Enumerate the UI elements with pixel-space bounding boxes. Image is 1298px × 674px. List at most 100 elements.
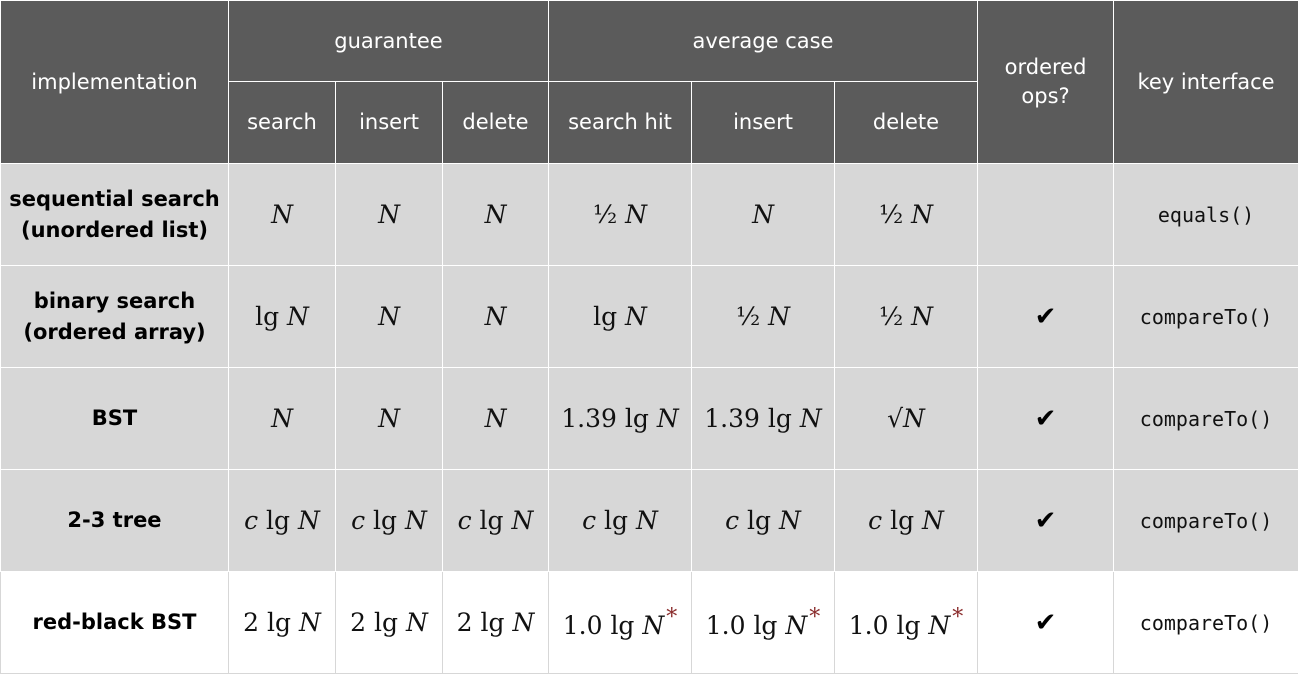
cost-guarantee-delete: N bbox=[443, 368, 549, 470]
cost-average-delete: c lg N bbox=[835, 470, 978, 572]
cost-guarantee-insert: N bbox=[336, 164, 443, 266]
coefficient: lg bbox=[593, 302, 625, 331]
header-implementation: implementation bbox=[1, 1, 229, 164]
implementation-name-line1: BST bbox=[1, 403, 228, 434]
n-symbol: N bbox=[485, 200, 507, 229]
coefficient: lg bbox=[365, 506, 405, 535]
coefficient: 1.39 lg bbox=[561, 404, 657, 433]
cost-average-delete: 1.0 lg N* bbox=[835, 572, 978, 674]
cost-average-insert: ½ N bbox=[692, 266, 835, 368]
key-interface-method: compareTo() bbox=[1114, 266, 1298, 368]
key-interface-method: compareTo() bbox=[1114, 470, 1298, 572]
cost-guarantee-search: N bbox=[229, 368, 336, 470]
constant-symbol: c bbox=[351, 506, 365, 535]
coefficient: 1.0 lg bbox=[706, 611, 786, 640]
n-symbol: N bbox=[271, 200, 293, 229]
n-symbol: N bbox=[768, 302, 790, 331]
n-symbol: N bbox=[378, 404, 400, 433]
header-key-interface: key interface bbox=[1114, 1, 1298, 164]
cost-guarantee-insert: N bbox=[336, 368, 443, 470]
coefficient: ½ bbox=[593, 200, 625, 229]
n-symbol: N bbox=[512, 506, 534, 535]
n-symbol: N bbox=[485, 302, 507, 331]
checkmark-icon bbox=[978, 164, 1114, 266]
n-symbol: N bbox=[911, 302, 933, 331]
coefficient: 2 lg bbox=[350, 608, 406, 637]
implementation-name-line1: 2-3 tree bbox=[1, 505, 228, 536]
n-symbol: N bbox=[378, 200, 400, 229]
implementation-name: sequential search(unordered list) bbox=[1, 164, 229, 266]
coefficient: 2 lg bbox=[457, 608, 513, 637]
n-symbol: N bbox=[642, 611, 664, 640]
coefficient: 1.0 lg bbox=[563, 611, 643, 640]
cost-average-insert: c lg N bbox=[692, 470, 835, 572]
cost-guarantee-search: N bbox=[229, 164, 336, 266]
n-symbol: N bbox=[625, 302, 647, 331]
coefficient: 1.39 lg bbox=[704, 404, 800, 433]
n-symbol: N bbox=[922, 506, 944, 535]
implementation-name-line2: (unordered list) bbox=[1, 215, 228, 246]
n-symbol: N bbox=[271, 404, 293, 433]
header-average-search-hit: search hit bbox=[549, 82, 692, 164]
constant-symbol: c bbox=[582, 506, 596, 535]
coefficient: √ bbox=[887, 404, 903, 433]
header-average-case: average case bbox=[549, 1, 978, 82]
cost-guarantee-delete: N bbox=[443, 164, 549, 266]
header-row-top: implementation guarantee average case or… bbox=[1, 1, 1298, 82]
n-symbol: N bbox=[928, 611, 950, 640]
checkmark-icon: ✔ bbox=[978, 266, 1114, 368]
asterisk-footnote-mark: * bbox=[952, 605, 963, 630]
n-symbol: N bbox=[779, 506, 801, 535]
coefficient: lg bbox=[472, 506, 512, 535]
header-guarantee-delete: delete bbox=[443, 82, 549, 164]
n-symbol: N bbox=[512, 608, 534, 637]
header-average-delete: delete bbox=[835, 82, 978, 164]
n-symbol: N bbox=[752, 200, 774, 229]
cost-average-insert: 1.39 lg N bbox=[692, 368, 835, 470]
checkmark-icon: ✔ bbox=[978, 368, 1114, 470]
cost-average-delete: √N bbox=[835, 368, 978, 470]
cost-average-search-hit: lg N bbox=[549, 266, 692, 368]
n-symbol: N bbox=[299, 608, 321, 637]
n-symbol: N bbox=[406, 608, 428, 637]
n-symbol: N bbox=[378, 302, 400, 331]
cost-average-search-hit: 1.0 lg N* bbox=[549, 572, 692, 674]
header-guarantee: guarantee bbox=[229, 1, 549, 82]
n-symbol: N bbox=[485, 404, 507, 433]
n-symbol: N bbox=[405, 506, 427, 535]
cost-guarantee-search: lg N bbox=[229, 266, 336, 368]
cost-average-insert: N bbox=[692, 164, 835, 266]
n-symbol: N bbox=[287, 302, 309, 331]
implementation-name: red-black BST bbox=[1, 572, 229, 674]
coefficient: lg bbox=[882, 506, 922, 535]
header-ordered-ops: ordered ops? bbox=[978, 1, 1114, 164]
cost-average-delete: ½ N bbox=[835, 266, 978, 368]
coefficient: lg bbox=[255, 302, 287, 331]
cost-average-delete: ½ N bbox=[835, 164, 978, 266]
cost-guarantee-search: c lg N bbox=[229, 470, 336, 572]
cost-guarantee-delete: c lg N bbox=[443, 470, 549, 572]
checkmark-icon: ✔ bbox=[978, 470, 1114, 572]
coefficient: ½ bbox=[879, 200, 911, 229]
key-interface-method: compareTo() bbox=[1114, 572, 1298, 674]
cost-guarantee-delete: 2 lg N bbox=[443, 572, 549, 674]
cost-average-search-hit: ½ N bbox=[549, 164, 692, 266]
implementation-name-line1: binary search bbox=[1, 286, 228, 317]
coefficient: lg bbox=[739, 506, 779, 535]
header-average-insert: insert bbox=[692, 82, 835, 164]
implementation-name: binary search(ordered array) bbox=[1, 266, 229, 368]
cost-guarantee-insert: 2 lg N bbox=[336, 572, 443, 674]
coefficient: lg bbox=[596, 506, 636, 535]
cost-average-insert: 1.0 lg N* bbox=[692, 572, 835, 674]
n-symbol: N bbox=[298, 506, 320, 535]
cost-average-search-hit: c lg N bbox=[549, 470, 692, 572]
n-symbol: N bbox=[903, 404, 925, 433]
n-symbol: N bbox=[911, 200, 933, 229]
cost-guarantee-delete: N bbox=[443, 266, 549, 368]
coefficient: ½ bbox=[879, 302, 911, 331]
